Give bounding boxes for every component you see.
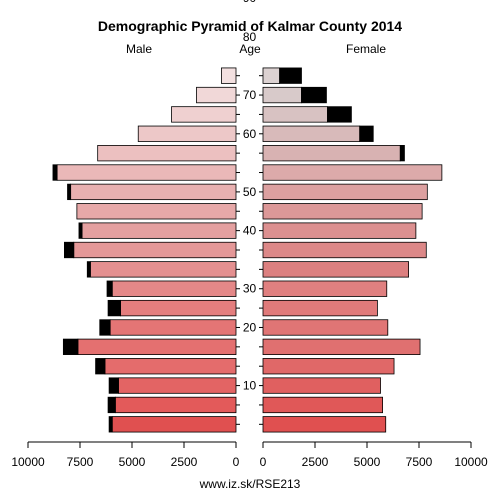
female-bar: [262, 280, 388, 297]
bars-layer: [52, 67, 443, 433]
male-bar: [120, 299, 237, 317]
male-x-tick-label: 7500: [67, 455, 94, 469]
female-bar: [262, 183, 428, 201]
male-excess-bar: [106, 280, 113, 297]
age-tick-label: 10: [243, 379, 257, 393]
male-bar: [109, 319, 237, 336]
female-bar: [262, 203, 423, 220]
male-excess-bar: [78, 222, 83, 239]
male-bar: [111, 280, 237, 297]
male-excess-bar: [95, 358, 106, 375]
age-label: Age: [239, 42, 261, 56]
age-tick-label: 90: [243, 0, 257, 5]
female-label: Female: [346, 42, 386, 56]
female-bar: [262, 358, 395, 375]
male-bar: [221, 67, 237, 84]
female-excess-bar: [279, 67, 302, 84]
age-tick-label: 20: [243, 320, 257, 334]
female-x-tick-label: 7500: [406, 455, 433, 469]
female-bar: [262, 396, 383, 414]
male-x-tick-label: 2500: [171, 455, 198, 469]
female-excess-bar: [301, 86, 327, 104]
female-bar: [262, 416, 387, 433]
female-bar: [262, 319, 389, 336]
female-bar: [262, 299, 378, 317]
male-excess-bar: [52, 164, 58, 181]
female-excess-bar: [359, 125, 374, 142]
female-x-tick-label: 10000: [454, 455, 488, 469]
female-bar: [262, 145, 401, 162]
male-excess-bar: [62, 338, 79, 355]
female-bar: [262, 222, 417, 239]
male-bar: [97, 145, 237, 162]
male-x-tick-label: 10000: [11, 455, 45, 469]
female-bar: [262, 164, 443, 181]
female-x-tick-label: 0: [260, 455, 267, 469]
male-bar: [90, 261, 237, 278]
male-excess-bar: [107, 396, 116, 414]
male-excess-bar: [108, 377, 119, 394]
male-x-tick-label: 0: [233, 455, 240, 469]
female-excess-bar: [399, 145, 405, 162]
female-x-tick-label: 2500: [302, 455, 329, 469]
male-bar: [118, 377, 237, 394]
age-tick-label: 60: [243, 127, 257, 141]
female-bar: [262, 338, 421, 355]
age-tick-label: 80: [243, 30, 257, 44]
male-bar: [70, 183, 237, 201]
age-tick-label: 50: [243, 185, 257, 199]
male-bar: [56, 164, 237, 181]
male-excess-bar: [64, 241, 75, 259]
male-excess-bar: [107, 299, 121, 317]
male-excess-bar: [108, 416, 113, 433]
male-x-tick-label: 5000: [119, 455, 146, 469]
male-bar: [111, 416, 237, 433]
footer-url: www.iz.sk/RSE213: [199, 477, 301, 491]
female-bar: [262, 261, 410, 278]
male-bar: [81, 222, 237, 239]
axes-layer: 10 20 30 40 50 60 70 80 90 10000 7500 5000 2500 0 0 250…: [11, 0, 488, 469]
female-bar: [262, 241, 427, 259]
male-bar: [77, 338, 237, 355]
male-excess-bar: [67, 183, 72, 201]
male-excess-bar: [86, 261, 91, 278]
female-bar: [262, 67, 281, 84]
female-x-tick-label: 5000: [354, 455, 381, 469]
age-tick-label: 40: [243, 224, 257, 238]
male-bar: [76, 203, 237, 220]
female-bar: [262, 106, 328, 123]
male-bar: [171, 106, 237, 123]
age-tick-label: 70: [243, 88, 257, 102]
male-bar: [73, 241, 237, 259]
male-bar: [114, 396, 237, 414]
male-bar: [137, 125, 237, 142]
female-bar: [262, 377, 381, 394]
male-label: Male: [126, 42, 152, 56]
female-bar: [262, 125, 361, 142]
female-excess-bar: [327, 106, 352, 123]
male-excess-bar: [99, 319, 111, 336]
female-bar: [262, 86, 302, 104]
age-tick-label: 30: [243, 282, 257, 296]
male-bar: [104, 358, 237, 375]
male-bar: [196, 86, 237, 104]
chart-title: Demographic Pyramid of Kalmar County 201…: [98, 18, 402, 34]
